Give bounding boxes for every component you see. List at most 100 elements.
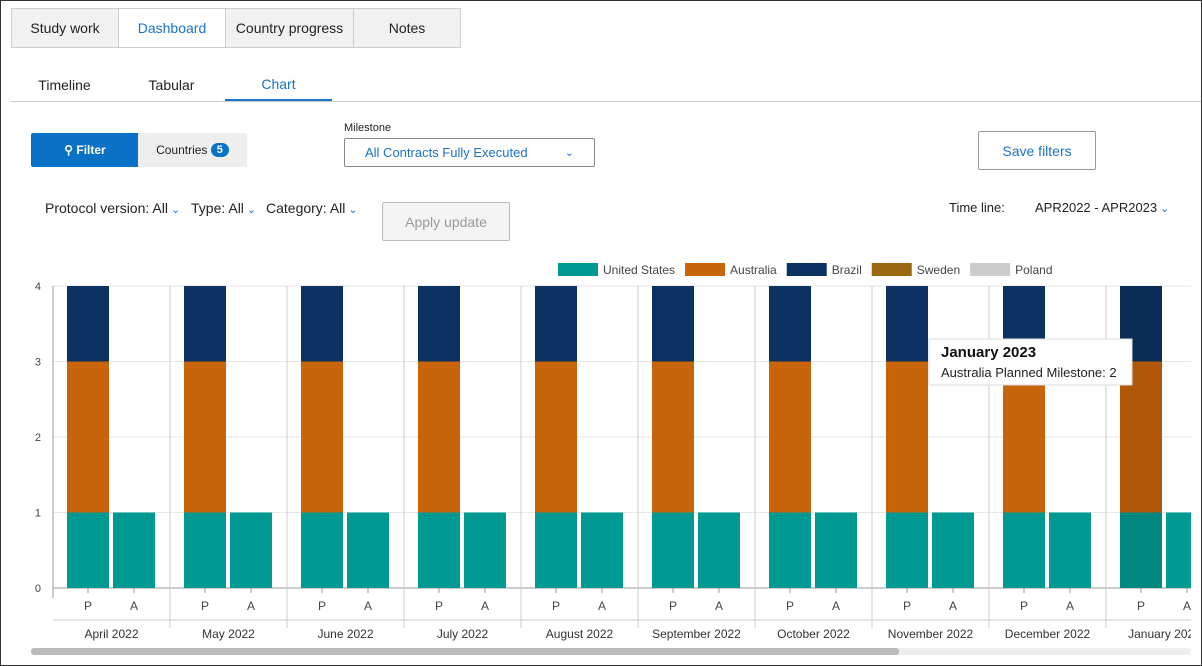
bar — [1003, 361, 1045, 513]
x-tick-label: A — [949, 599, 957, 613]
y-tick-label: 3 — [35, 357, 41, 369]
category-text: Category: All — [266, 200, 346, 216]
legend-swatch — [685, 263, 726, 276]
x-tick-label: A — [715, 599, 723, 613]
subtab[interactable]: Tabular — [148, 77, 195, 93]
x-tick-label: A — [1183, 599, 1191, 613]
type-text: Type: All — [191, 200, 244, 216]
x-tick-label: A — [130, 599, 138, 613]
subtab[interactable]: Chart — [225, 69, 332, 101]
group-label: January 2023 — [1128, 627, 1201, 641]
x-tick-label: P — [786, 599, 794, 613]
x-tick-label: P — [1020, 599, 1028, 613]
bar — [652, 361, 694, 513]
bar — [886, 512, 928, 588]
scrollbar-thumb[interactable] — [31, 648, 899, 655]
bar — [1049, 512, 1091, 588]
bar — [301, 512, 343, 588]
timeline-value: APR2022 - APR2023 — [1035, 200, 1158, 215]
type-filter[interactable]: Type: All ⌄ — [191, 200, 257, 216]
apply-button[interactable]: Apply update — [382, 202, 510, 241]
bar — [886, 286, 928, 362]
x-tick-label: A — [364, 599, 372, 613]
x-tick-label: A — [832, 599, 840, 613]
group-label: April 2022 — [84, 627, 138, 641]
bar — [815, 512, 857, 588]
x-tick-label: P — [1137, 599, 1145, 613]
y-tick-label: 1 — [35, 508, 41, 520]
tooltip — [928, 338, 1133, 386]
x-tick-label: P — [318, 599, 326, 613]
bar — [418, 286, 460, 362]
countries-badge: 5 — [210, 143, 229, 157]
tab[interactable]: Country progress — [225, 8, 354, 48]
tab[interactable]: Study work — [11, 8, 119, 48]
save-filters-button[interactable]: Save filters — [978, 131, 1096, 170]
milestone-label: Milestone — [344, 122, 392, 134]
group-label: November 2022 — [888, 627, 974, 641]
group-label: September 2022 — [652, 627, 741, 641]
x-tick-label: P — [84, 599, 92, 613]
tooltip-title: January 2023 — [941, 344, 1036, 361]
countries-button[interactable]: Countries 5 — [138, 133, 247, 167]
y-tick-label: 2 — [35, 432, 41, 444]
x-tick-label: P — [201, 599, 209, 613]
legend-swatch — [786, 263, 827, 276]
bar — [769, 512, 811, 588]
bar — [418, 361, 460, 513]
x-tick-label: P — [669, 599, 677, 613]
legend-label: Australia — [730, 263, 777, 277]
legend-label: United States — [603, 263, 675, 277]
bar — [418, 512, 460, 588]
group-label: August 2022 — [546, 627, 614, 641]
bar — [932, 512, 974, 588]
x-tick-label: A — [481, 599, 489, 613]
bar — [301, 361, 343, 513]
group-label: July 2022 — [437, 627, 489, 641]
tab[interactable]: Notes — [353, 8, 461, 48]
bar — [535, 361, 577, 513]
timeline-label: Time line: — [949, 200, 1005, 215]
bar — [652, 286, 694, 362]
tooltip-text: Australia Planned Milestone: 2 — [941, 365, 1117, 380]
group-label: May 2022 — [202, 627, 255, 641]
bar — [67, 286, 109, 362]
milestone-select[interactable]: All Contracts Fully Executed ⌄ — [344, 138, 595, 167]
legend-label: Poland — [1015, 263, 1052, 277]
legend-swatch — [970, 263, 1011, 276]
bar — [581, 512, 623, 588]
bar — [464, 512, 506, 588]
legend-swatch — [871, 263, 912, 276]
x-tick-label: P — [435, 599, 443, 613]
bar — [769, 361, 811, 513]
bar — [769, 286, 811, 362]
legend-label: Sweden — [917, 263, 960, 277]
subtab[interactable]: Timeline — [38, 77, 91, 93]
bar — [1120, 512, 1162, 588]
bar — [1120, 361, 1162, 513]
bar — [184, 361, 226, 513]
bar — [67, 512, 109, 588]
tab[interactable]: Dashboard — [118, 8, 226, 48]
group-label: June 2022 — [317, 627, 373, 641]
bar — [535, 512, 577, 588]
x-tick-label: A — [247, 599, 255, 613]
legend-label: Brazil — [832, 263, 862, 277]
bar — [113, 512, 155, 588]
protocol-filter[interactable]: Protocol version: All ⌄ — [45, 200, 181, 216]
bar — [535, 286, 577, 362]
bar — [698, 512, 740, 588]
filter-button[interactable]: ⚲ Filter — [31, 133, 139, 167]
bar — [67, 361, 109, 513]
bar — [184, 512, 226, 588]
x-tick-label: A — [1066, 599, 1074, 613]
milestone-value: All Contracts Fully Executed — [365, 145, 528, 160]
bar — [1003, 512, 1045, 588]
bar — [230, 512, 272, 588]
category-filter[interactable]: Category: All ⌄ — [266, 200, 358, 216]
x-tick-label: A — [598, 599, 606, 613]
timeline-select[interactable]: APR2022 - APR2023 ⌄ — [1035, 200, 1170, 215]
bar — [301, 286, 343, 362]
